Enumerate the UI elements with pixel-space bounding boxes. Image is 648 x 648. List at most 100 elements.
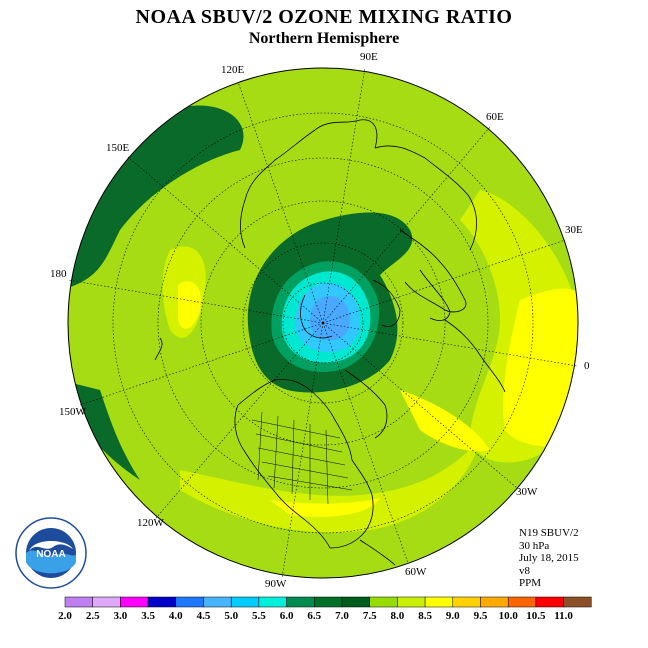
colorbar-labels: 2.0 2.5 3.0 3.5 4.0 4.5 5.0 5.5 6.0 6.5 7.0 7.5 8.0 8…: [58, 610, 573, 622]
colorbar-box-18: [563, 596, 592, 608]
field-vortex-5.0: [310, 296, 350, 340]
lon-label-150w: 150W: [59, 406, 86, 418]
lon-label-150e: 150E: [106, 142, 130, 154]
meridian-180: [67, 279, 324, 324]
coast-south-america: [359, 539, 396, 566]
field-patch-8.0-south: [180, 440, 480, 533]
meridian-150w: [79, 322, 324, 406]
lon-label-90w: 90W: [265, 578, 287, 590]
noaa-logo: NOAA: [15, 517, 87, 589]
colorbar-label-12: 8.0: [391, 610, 405, 622]
meridian-60e: [322, 126, 491, 324]
info-version: v8: [519, 564, 530, 577]
colorbar-box-6: [230, 596, 260, 608]
coastlines: [154, 119, 506, 566]
field-patch-8.5-atlantic: [400, 390, 490, 452]
colorbar-label-11: 7.5: [363, 610, 377, 622]
colorbar-label-16: 10.0: [499, 610, 519, 622]
meridian-grid: [67, 67, 578, 579]
colorbar-label-17: 10.5: [526, 610, 546, 622]
state-lines-vertical: [257, 411, 329, 505]
meridian-120w: [155, 322, 324, 519]
chart-subtitle: Northern Hemisphere: [248, 30, 400, 47]
colorbar-box-4: [175, 596, 204, 608]
lat-circle-60: [200, 200, 446, 446]
coast-north-america-west: [234, 404, 331, 549]
lon-label-120e: 120E: [221, 64, 245, 76]
colorbar-label-8: 6.0: [280, 610, 294, 622]
lon-label-60e: 60E: [486, 111, 504, 123]
meridian-60w: [322, 322, 409, 564]
state-lines-horizontal: [251, 419, 353, 491]
meridian-0: [322, 322, 578, 367]
colorbar-label-6: 5.0: [224, 610, 238, 622]
coast-north-america-north: [237, 379, 353, 461]
colorbar-box-0: [64, 596, 93, 608]
info-units: PPM: [519, 577, 542, 589]
meridian-90w: [281, 322, 324, 579]
coast-asia-north: [240, 119, 378, 249]
colorbar-label-4: 4.0: [169, 610, 183, 622]
meridian-30w: [322, 322, 518, 489]
field-patch-8.5-west: [178, 281, 201, 329]
lon-label-30w: 30W: [516, 486, 538, 498]
coast-scandinavia: [399, 229, 467, 313]
colorbar-label-15: 9.5: [474, 610, 488, 622]
logo-wave: [26, 550, 76, 574]
logo-gull: [29, 541, 73, 551]
colorbar-box-3: [147, 596, 177, 608]
meridian-150e: [127, 156, 324, 324]
colorbar-label-5: 4.5: [197, 610, 211, 622]
colorbar-box-1: [92, 596, 121, 608]
coast-north-america-east: [329, 459, 374, 549]
colorbar-box-7: [258, 596, 287, 608]
lon-label-0: 0: [584, 360, 590, 372]
coast-arctic-islands: [300, 294, 333, 339]
colorbar-box-15: [480, 596, 509, 608]
lon-label-120w: 120W: [137, 517, 164, 529]
colorbar-box-10: [341, 596, 370, 608]
lat-circle-40: [112, 112, 534, 534]
lon-label-180: 180: [50, 268, 67, 280]
meridian-120e: [237, 81, 324, 324]
colorbar-box-2: [120, 596, 149, 608]
field-band-upper-left: [68, 105, 244, 290]
lat-circle-70: [242, 242, 404, 404]
colorbar-box-5: [203, 596, 232, 608]
colorbar-box-11: [369, 596, 398, 608]
lat-circle-80: [282, 282, 364, 364]
colorbar-box-13: [424, 596, 454, 608]
lon-label-60w: 60W: [405, 566, 427, 578]
colorbar-label-18: 11.0: [554, 610, 573, 622]
us-state-lines: [251, 411, 353, 505]
coast-europe-west: [444, 319, 506, 393]
colorbar-label-9: 6.5: [307, 610, 321, 622]
map-boundary: [67, 67, 579, 579]
coast-eurasia-east: [374, 145, 477, 251]
colorbar-box-9: [314, 596, 343, 608]
colorbar-box-16: [507, 596, 537, 608]
lon-label-90e: 90E: [360, 51, 378, 63]
coast-greenland: [344, 369, 388, 439]
colorbar-box-17: [535, 596, 564, 608]
info-level: 30 hPa: [519, 539, 550, 552]
logo-text: NOAA: [36, 549, 65, 560]
colorbar-label-2: 3.0: [114, 610, 128, 622]
colorbar-box-14: [452, 596, 481, 608]
coast-hawaii: [154, 337, 163, 361]
coast-svalbard: [372, 279, 401, 327]
colorbar-label-13: 8.5: [418, 610, 432, 622]
colorbar-label-7: 5.5: [252, 610, 266, 622]
meridian-90e: [322, 67, 366, 324]
latitude-grid: [112, 112, 534, 534]
colorbar-boxes: [64, 596, 592, 608]
product-info: N19 SBUV/2 30 hPa July 18, 2015 v8 PPM: [519, 527, 579, 590]
info-date: July 18, 2015: [519, 552, 579, 564]
colorbar-box-12: [397, 596, 426, 608]
lon-label-30e: 30E: [565, 224, 583, 236]
lat-circle-50: [157, 157, 489, 489]
colorbar-label-3: 3.5: [141, 610, 155, 622]
coast-baltic: [419, 269, 451, 321]
